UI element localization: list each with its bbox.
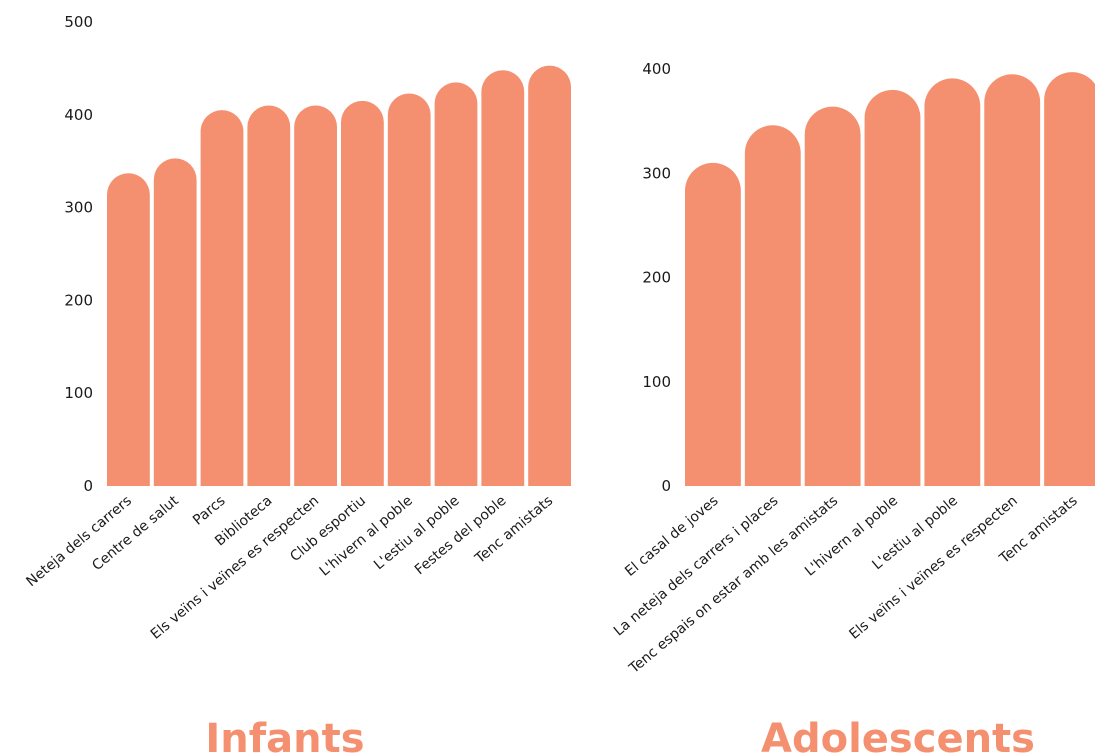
bar [744,125,801,487]
bar [387,93,431,486]
y-tick-label: 100 [64,384,93,402]
y-tick-label: 300 [642,164,671,182]
bar [481,70,525,487]
bar [434,82,478,487]
bar [153,158,197,486]
y-tick-label: 500 [64,13,93,31]
bar [247,105,291,486]
category-label: Centre de salut [89,492,182,574]
y-tick-label: 400 [642,60,671,78]
bar [107,173,150,486]
y-tick-label: 200 [64,291,93,309]
bar [341,100,384,486]
infants-title: Infants [205,716,364,756]
y-tick-label: 100 [642,373,671,391]
bar [200,110,244,486]
y-tick-label: 200 [642,269,671,287]
y-tick-label: 0 [83,477,93,495]
bar [685,162,741,486]
bar [924,78,981,486]
y-tick-label: 0 [661,477,671,495]
adolescents-title: Adolescents [761,716,1035,756]
category-label: Parcs [190,493,229,529]
category-label: Els veïns i veïnes es respecten [148,493,322,643]
category-label: Tenc espais on estar amb les amistats [626,493,842,677]
bar [294,105,337,486]
bar [984,74,1041,486]
bar [864,89,921,486]
bar [1044,72,1095,486]
bar [804,106,861,486]
y-tick-label: 400 [64,106,93,124]
y-tick-label: 300 [64,199,93,217]
bar [528,65,571,486]
